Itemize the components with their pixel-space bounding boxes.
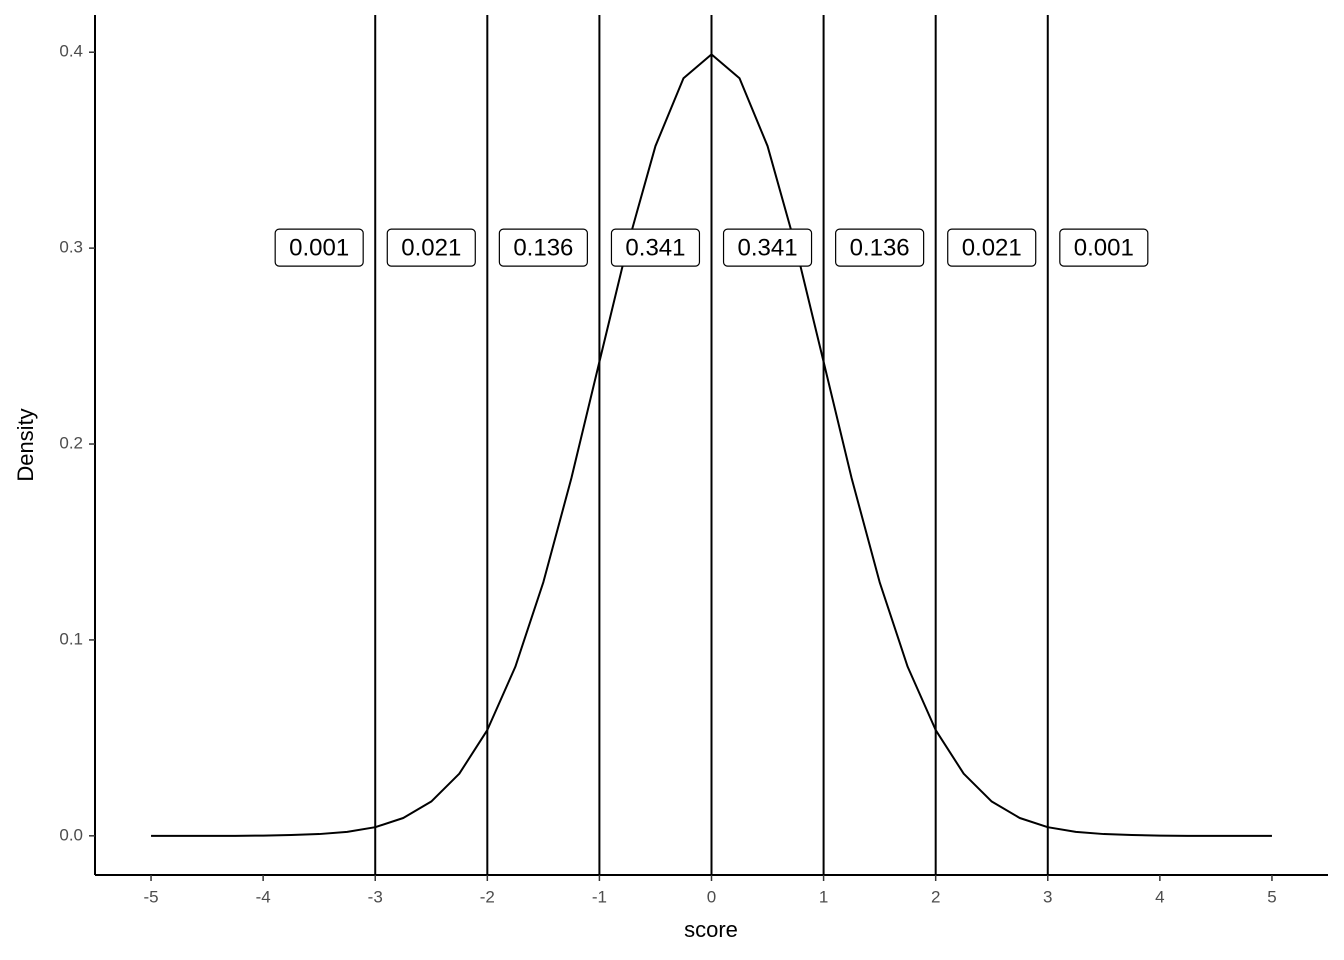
y-tick-label: 0.0 (59, 825, 83, 844)
label-text: 0.001 (1074, 234, 1134, 261)
label-text: 0.341 (738, 234, 798, 261)
x-tick-label: -3 (368, 887, 383, 906)
label-box (722, 228, 813, 267)
x-tick-label: -5 (143, 887, 158, 906)
label-box (498, 228, 588, 267)
label-box (1059, 228, 1149, 267)
y-axis-title: Density (13, 408, 38, 481)
x-tick-label: 0 (707, 887, 716, 906)
y-tick-label: 0.1 (59, 629, 83, 648)
label-text: 0.136 (513, 234, 573, 261)
label-box (274, 228, 364, 267)
x-tick-label: 2 (931, 887, 940, 906)
label-box (835, 228, 925, 267)
label-text: 0.021 (962, 234, 1022, 261)
label-box (947, 228, 1037, 267)
label-text: 0.136 (850, 234, 910, 261)
x-tick-label: -2 (480, 887, 495, 906)
x-tick-label: 3 (1043, 887, 1052, 906)
x-tick-label: -4 (256, 887, 271, 906)
x-tick-label: -1 (592, 887, 607, 906)
label-text: 0.001 (289, 234, 349, 261)
x-tick-label: 5 (1267, 887, 1276, 906)
label-text: 0.341 (625, 234, 685, 261)
y-tick-label: 0.4 (59, 42, 83, 61)
x-tick-label: 4 (1155, 887, 1164, 906)
label-box (386, 228, 476, 267)
x-tick-label: 1 (819, 887, 828, 906)
density-line (151, 53, 1272, 837)
label-text: 0.021 (401, 234, 461, 261)
x-axis-title: score (684, 917, 738, 942)
y-tick-label: 0.2 (59, 434, 83, 453)
label-box (610, 228, 701, 267)
y-tick-label: 0.3 (59, 238, 83, 257)
